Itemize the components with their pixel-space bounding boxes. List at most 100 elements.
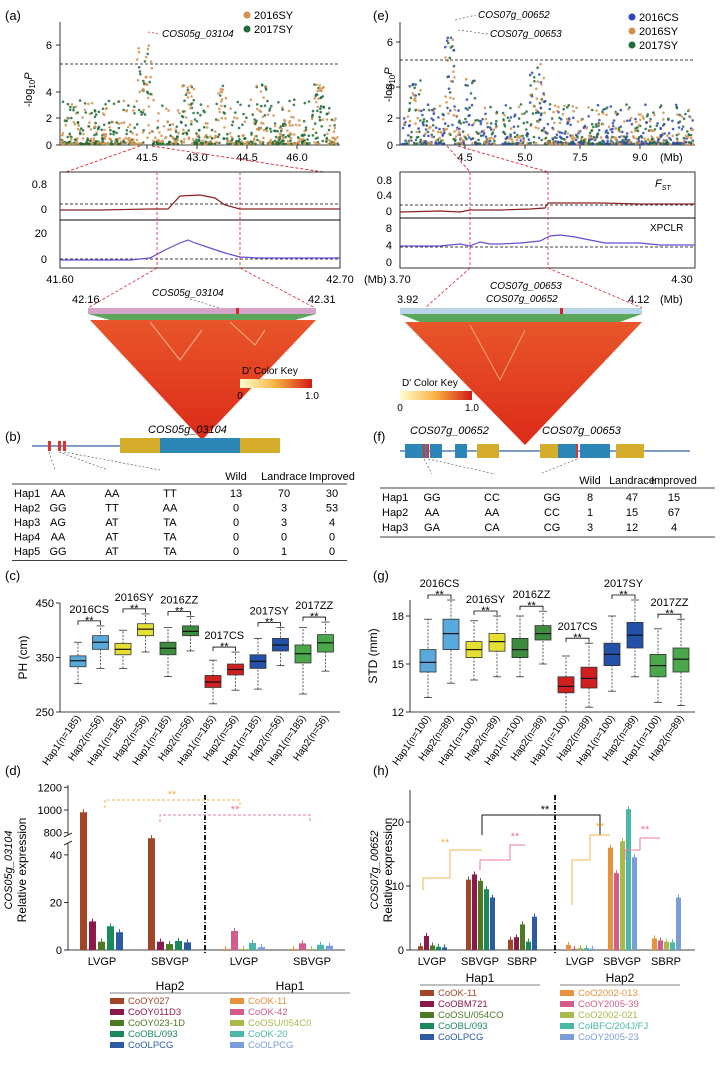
e-gene-1: COS07g_00653 <box>490 29 562 40</box>
table-header-improved: Improved <box>309 471 355 483</box>
e-xpclr-tick-0: 8 <box>386 223 392 235</box>
box-ytick: 15 <box>392 659 404 671</box>
a-zoom-xtick-0: 41.60 <box>46 274 74 286</box>
signif-marker: ** <box>231 804 240 816</box>
tissue-label: SBRP <box>507 956 537 968</box>
tissue-label: LVGP <box>88 956 117 968</box>
bar <box>578 948 583 950</box>
signif-marker: ** <box>441 837 450 849</box>
genotype-cell: AT <box>105 532 119 544</box>
bar <box>424 935 429 950</box>
bar <box>116 932 123 950</box>
a-legend-0: 2016SY <box>254 10 294 22</box>
e-xtick: 4.5 <box>457 152 472 164</box>
hap-legend-title: Hap2 <box>606 971 635 985</box>
a-xtick: 44.5 <box>236 152 257 164</box>
genotype-cell: TT <box>163 488 177 500</box>
hap-label: Hap3 <box>14 517 40 529</box>
signif-marker: ** <box>665 608 674 620</box>
bar-ygene: COS05g_03104 <box>3 831 15 910</box>
bar <box>526 941 531 950</box>
bar <box>430 945 435 950</box>
count-cell: 0 <box>329 532 335 544</box>
e-legend-2: 2017SY <box>639 40 679 52</box>
genotype-cell: TA <box>163 532 177 544</box>
e-gene-0: COS07g_00652 <box>478 10 550 21</box>
signif-marker: ** <box>175 606 184 618</box>
bar <box>436 946 441 950</box>
bar <box>240 949 247 950</box>
genotype-cell: CA <box>484 522 500 534</box>
a-ytick: 4 <box>46 87 52 99</box>
bar <box>590 948 595 950</box>
e-xpclr-tick-2: 0 <box>386 257 392 269</box>
legend-item: CoOSU/054C0 <box>248 1018 311 1029</box>
legend-item: CoIBFC/204J/FJ <box>578 1021 648 1032</box>
genotype-cell: TA <box>163 546 177 558</box>
e-key-min: 0 <box>397 403 403 414</box>
legend-item: CoO2002-021 <box>578 1010 638 1021</box>
panel-label-d: (d) <box>5 763 21 778</box>
e-xpclr-tick-1: 4 <box>386 240 392 252</box>
bar-ytick: 20 <box>50 897 62 909</box>
bar <box>520 924 525 950</box>
bar-ytick: 1200 <box>38 782 62 794</box>
bar <box>89 921 96 950</box>
legend-item: CoOBL/093 <box>128 1029 178 1040</box>
count-cell: 0 <box>233 546 239 558</box>
e-ld-gene-0: COS07g_00653 <box>490 281 562 292</box>
fst-xpclr-a: 0.8 0 20 0 41.60 42.70 (Mb) <box>32 171 387 286</box>
e-ld-gene-1: COS07g_00652 <box>486 294 558 305</box>
signif-marker: ** <box>310 611 319 623</box>
box-group-label: 2017CS <box>558 621 598 633</box>
table-header-wild: Wild <box>225 471 246 483</box>
count-cell: 70 <box>278 488 290 500</box>
e-ld-left: 3.92 <box>397 294 418 306</box>
count-cell: 4 <box>329 517 335 529</box>
bar <box>326 945 333 950</box>
count-cell: 12 <box>626 522 638 534</box>
barchart-h: 0 10 20 ** ** ** ** ** Relative expressionCOS07g… <box>369 790 695 1043</box>
bar <box>80 812 87 950</box>
e-xpclr-label: XPCLR <box>650 223 683 234</box>
legend-item: CoOBL/093 <box>438 1021 488 1032</box>
bar <box>584 948 589 950</box>
panel-label-h: (h) <box>373 763 389 778</box>
legend-item: CoOY2005-23 <box>578 1032 639 1043</box>
signif-marker: ** <box>435 589 444 601</box>
bar <box>148 838 155 950</box>
genotype-cell: GG <box>543 492 560 504</box>
a-gene-label: COS05g_03104 <box>162 29 234 40</box>
box-ytick: 12 <box>392 707 404 719</box>
fst-xpclr-e: 0.8 0.4 0 8 4 0 FST XPCLR 3.70 4.30 <box>377 171 696 286</box>
box-11 <box>672 647 690 673</box>
bar <box>231 930 238 950</box>
e-legend-0: 2016CS <box>639 12 679 24</box>
box-ytick: 18 <box>392 611 404 623</box>
bar <box>532 916 537 950</box>
legend-item: CoOK-11 <box>438 988 477 999</box>
box-group-label: 2017SY <box>604 578 644 590</box>
hap-label: Hap3 <box>382 522 408 534</box>
tissue-label: SBRP <box>651 956 681 968</box>
hap-label: Hap4 <box>14 532 40 544</box>
f-gene-1: COS07g_00653 <box>542 425 622 437</box>
hap-label: Hap2 <box>382 507 408 519</box>
e-ytick: 4 <box>387 82 393 94</box>
genotype-cell: CC <box>484 492 500 504</box>
count-cell: 15 <box>668 492 680 504</box>
box-group-label: 2016ZZ <box>513 589 551 601</box>
genotype-cell: AA <box>425 507 440 519</box>
bar <box>157 941 164 950</box>
bar <box>418 946 423 950</box>
box-group-label: 2017CS <box>204 630 244 642</box>
bar-ytick: 20 <box>392 817 404 829</box>
bar-ygene: COS07g_00652 <box>369 831 381 910</box>
e-xtick: 7.5 <box>572 152 587 164</box>
bar <box>572 948 577 950</box>
legend-item: CoOSU/054CO <box>438 1010 503 1021</box>
box-ytick: 450 <box>36 598 54 610</box>
panel-label-a: (a) <box>5 8 21 23</box>
